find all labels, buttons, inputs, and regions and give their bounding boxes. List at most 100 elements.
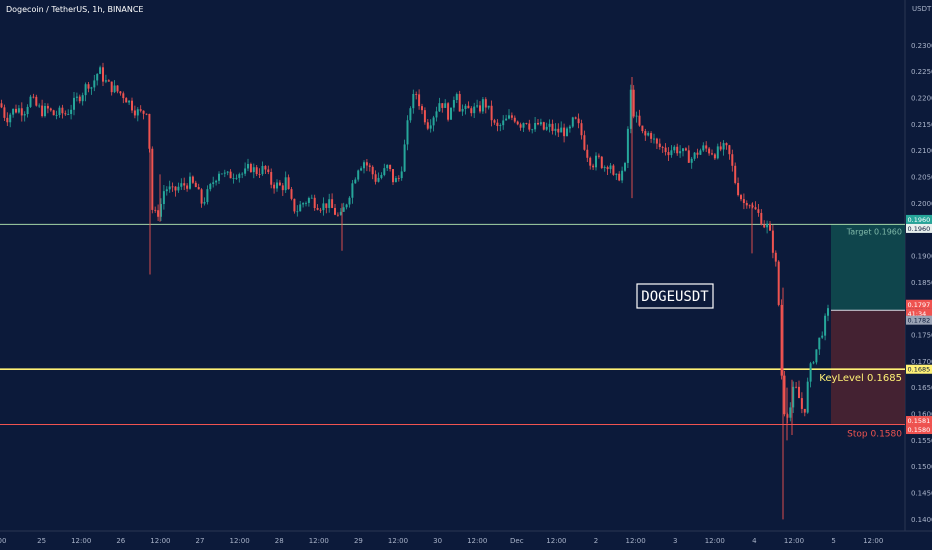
- candle-body: [270, 172, 273, 185]
- candle-body: [319, 209, 322, 211]
- candle-body: [371, 166, 374, 175]
- candle-body: [508, 115, 510, 119]
- candle-body: [316, 208, 319, 210]
- candle-body: [334, 207, 336, 215]
- candle-body: [197, 187, 200, 190]
- candle-body: [615, 173, 618, 175]
- position-zones: [831, 224, 905, 425]
- stop-badge-text: 0.1581: [908, 417, 931, 425]
- candle-body: [93, 80, 96, 88]
- candle-body: [522, 123, 525, 128]
- candle-body: [307, 198, 310, 203]
- candle-body: [157, 210, 160, 217]
- candle-body: [606, 167, 609, 170]
- candle-body: [484, 99, 487, 108]
- time-axis[interactable]: 002512:002612:002712:002812:002912:00301…: [0, 537, 883, 545]
- stop-badge-2: 0.1580: [906, 425, 932, 435]
- x-tick-label: 12:00: [388, 537, 408, 545]
- x-tick-label: 26: [116, 537, 125, 545]
- candle-body: [473, 106, 476, 114]
- candle-body: [55, 114, 58, 116]
- candle-body: [766, 223, 769, 228]
- candle-body: [435, 111, 438, 118]
- candle-body: [90, 87, 93, 89]
- stop-label: Stop 0.1580: [847, 430, 902, 440]
- candle-body: [624, 162, 626, 171]
- candle-body: [510, 115, 513, 118]
- candle-body: [232, 178, 235, 179]
- x-tick-label: 12:00: [784, 537, 804, 545]
- candle-body: [325, 203, 328, 208]
- candle-body: [331, 199, 334, 208]
- candle-body: [87, 84, 90, 89]
- candle-body: [73, 97, 75, 110]
- keylevel-label: KeyLevel 0.1685: [819, 373, 902, 384]
- candle-body: [737, 182, 740, 196]
- candle-body: [252, 167, 255, 173]
- candle-body: [218, 173, 220, 181]
- candle-body: [815, 349, 818, 363]
- stop-badge-2-text: 0.1580: [908, 426, 931, 434]
- candle-body: [705, 145, 708, 149]
- candle-body: [827, 308, 829, 316]
- candle-body: [760, 212, 763, 225]
- candle-body: [290, 189, 293, 199]
- candle-body: [731, 154, 734, 166]
- candle-body: [392, 169, 394, 183]
- candle-body: [102, 67, 104, 82]
- candle-body: [490, 105, 493, 121]
- candle-body: [180, 183, 183, 187]
- candle-body: [96, 73, 99, 81]
- horizontal-levels[interactable]: [0, 223, 905, 426]
- target-label: Target 0.1960: [846, 227, 902, 236]
- candle-body: [342, 207, 345, 212]
- candle-body: [664, 147, 667, 153]
- candle-body: [464, 105, 467, 109]
- candle-body: [783, 375, 786, 415]
- candle-body: [17, 108, 20, 113]
- candle-body: [0, 103, 3, 108]
- candle-body: [206, 189, 209, 203]
- candle-body: [502, 120, 505, 126]
- candle-body: [38, 105, 41, 107]
- keylevel-badge-text: 0.1685: [908, 366, 931, 374]
- candle-body: [386, 164, 389, 169]
- candle-body: [380, 174, 383, 178]
- x-tick-label: 00: [0, 537, 6, 545]
- stop-badge-bg: [906, 416, 932, 426]
- target-badge-bg: [906, 214, 932, 224]
- candle-body: [528, 123, 531, 130]
- candle-body: [58, 107, 61, 115]
- candle-body: [539, 122, 542, 125]
- candle-body: [363, 162, 365, 169]
- candle-body: [711, 153, 713, 155]
- candle-body: [154, 209, 157, 211]
- candle-body: [444, 103, 447, 108]
- candle-body: [516, 121, 519, 125]
- candle-body: [481, 99, 484, 112]
- candle-body: [84, 84, 87, 96]
- candle-body: [400, 171, 403, 179]
- candle-body: [696, 152, 699, 155]
- candle-body: [809, 363, 812, 382]
- candle-body: [751, 205, 754, 208]
- candle-body: [595, 155, 597, 168]
- candle-body: [438, 103, 441, 112]
- x-tick-label: 12:00: [71, 537, 91, 545]
- candle-body: [612, 165, 615, 175]
- candle-body: [46, 105, 49, 109]
- candle-body: [406, 120, 409, 145]
- candle-body: [423, 110, 426, 123]
- candle-body: [336, 214, 339, 216]
- candle-body: [200, 189, 203, 204]
- candle-body: [322, 203, 325, 211]
